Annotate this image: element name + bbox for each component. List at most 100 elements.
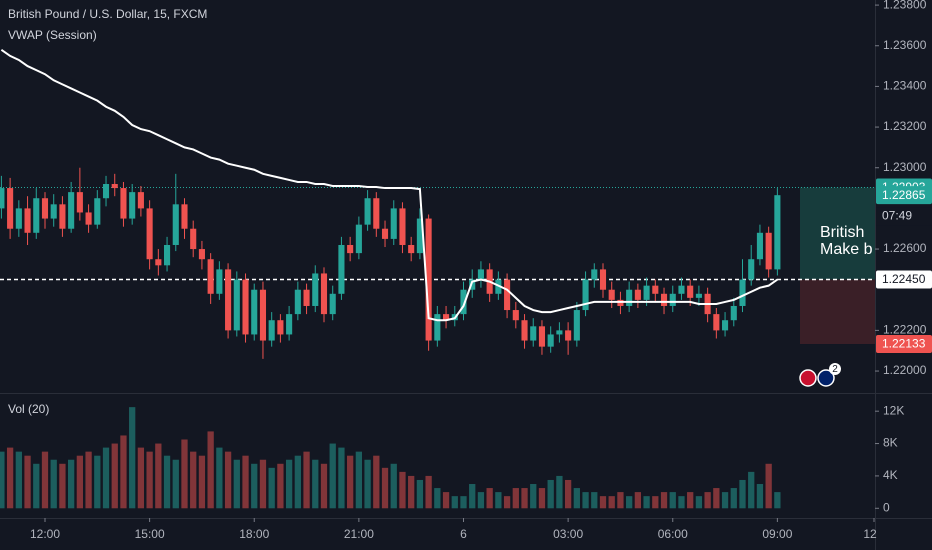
candle-body	[76, 192, 83, 213]
volume-bar	[564, 479, 572, 509]
volume-bar	[137, 447, 145, 509]
volume-bar	[695, 496, 703, 509]
candle-body	[713, 314, 720, 331]
candle-body	[59, 204, 66, 229]
x-tick-label: 21:00	[344, 527, 374, 541]
candle-body	[660, 293, 668, 306]
volume-bar	[33, 463, 40, 509]
candle-body	[338, 244, 345, 294]
candle-body	[617, 299, 624, 306]
candle-body	[504, 279, 511, 311]
candle-body	[765, 232, 772, 270]
candle-body	[15, 208, 22, 229]
y-tick-label: 1.23000	[883, 160, 927, 174]
candle-body	[373, 198, 380, 229]
volume-bar	[434, 488, 441, 509]
volume-bar	[146, 451, 153, 509]
volume-bar	[687, 492, 694, 509]
position-text: Make b	[820, 241, 873, 258]
candle-body	[277, 320, 284, 335]
volume-bar	[285, 459, 293, 509]
volume-bar	[338, 447, 345, 509]
candle-body	[164, 244, 171, 266]
candle-body	[530, 326, 537, 341]
candle-body	[695, 293, 702, 298]
candle-body	[207, 259, 214, 294]
candle-body	[634, 289, 641, 300]
volume-bar	[399, 471, 406, 509]
event-badge-bg	[829, 363, 841, 375]
candle-body	[172, 204, 179, 245]
candle-body	[477, 269, 484, 280]
volume-bar	[774, 492, 781, 509]
candle-body	[364, 198, 371, 225]
volume-tick-label: 0	[883, 500, 890, 514]
volume-bar	[163, 455, 171, 509]
candle-body	[556, 330, 563, 335]
volume-bar	[756, 484, 764, 509]
candle-body	[408, 244, 415, 254]
candle-body	[678, 285, 685, 294]
volume-bar	[547, 479, 554, 509]
volume-bar	[85, 451, 92, 509]
volume-bar	[216, 447, 223, 509]
volume-bar	[94, 455, 101, 509]
volume-bar	[329, 443, 336, 509]
candle-body	[120, 188, 127, 219]
volume-bar	[59, 463, 66, 509]
candle-body	[565, 330, 572, 341]
candle-body	[268, 320, 275, 341]
volume-bar	[347, 455, 354, 509]
volume-bar	[233, 459, 240, 509]
candle-body	[329, 293, 336, 315]
volume-bar	[416, 479, 424, 509]
candle-body	[538, 326, 546, 347]
x-tick-label: 03:00	[553, 527, 583, 541]
candle-body	[573, 310, 580, 341]
y-tick-label: 1.23200	[883, 119, 927, 133]
volume-bar	[312, 459, 319, 509]
candle-body	[547, 334, 554, 347]
volume-bar	[460, 496, 467, 509]
volume-bar	[442, 492, 450, 509]
volume-bar	[739, 479, 746, 509]
price-tag-label: 1.22450	[882, 272, 926, 286]
y-tick-label: 1.22200	[883, 323, 927, 337]
price-tag	[876, 335, 932, 354]
y-tick-label: 1.22600	[883, 241, 927, 255]
candle-body	[669, 293, 676, 306]
volume-bar	[521, 488, 528, 509]
candle-body	[155, 259, 162, 266]
volume-bar	[713, 488, 720, 509]
volume-bar	[155, 443, 162, 509]
x-tick-label: 12	[863, 527, 877, 541]
candle-body	[216, 269, 223, 294]
candle-body	[434, 314, 441, 341]
volume-bar	[41, 451, 49, 509]
candle-body	[608, 289, 615, 300]
volume-bar	[660, 492, 668, 509]
candle-body	[347, 244, 354, 254]
volume-bar	[242, 455, 249, 509]
volume-bar	[556, 475, 563, 509]
y-tick-label: 1.22000	[883, 363, 927, 377]
candle-body	[381, 228, 389, 239]
volume-bar	[268, 467, 275, 509]
volume-bar	[643, 496, 650, 509]
volume-bar	[181, 439, 188, 509]
countdown-tag	[876, 207, 932, 226]
volume-bar	[320, 463, 328, 509]
candle-body	[251, 289, 258, 335]
volume-bar	[582, 492, 589, 509]
price-tag-label: 1.22865	[882, 188, 926, 202]
candle-body	[312, 273, 319, 306]
chart-title: British Pound / U.S. Dollar, 15, FXCM	[8, 7, 207, 21]
volume-bar	[608, 496, 615, 509]
candle-body	[390, 208, 397, 239]
candle-body	[146, 208, 153, 260]
candle-body	[591, 269, 598, 280]
candle-body	[24, 208, 31, 233]
candle-body	[94, 198, 101, 225]
volume-bar	[207, 431, 214, 509]
